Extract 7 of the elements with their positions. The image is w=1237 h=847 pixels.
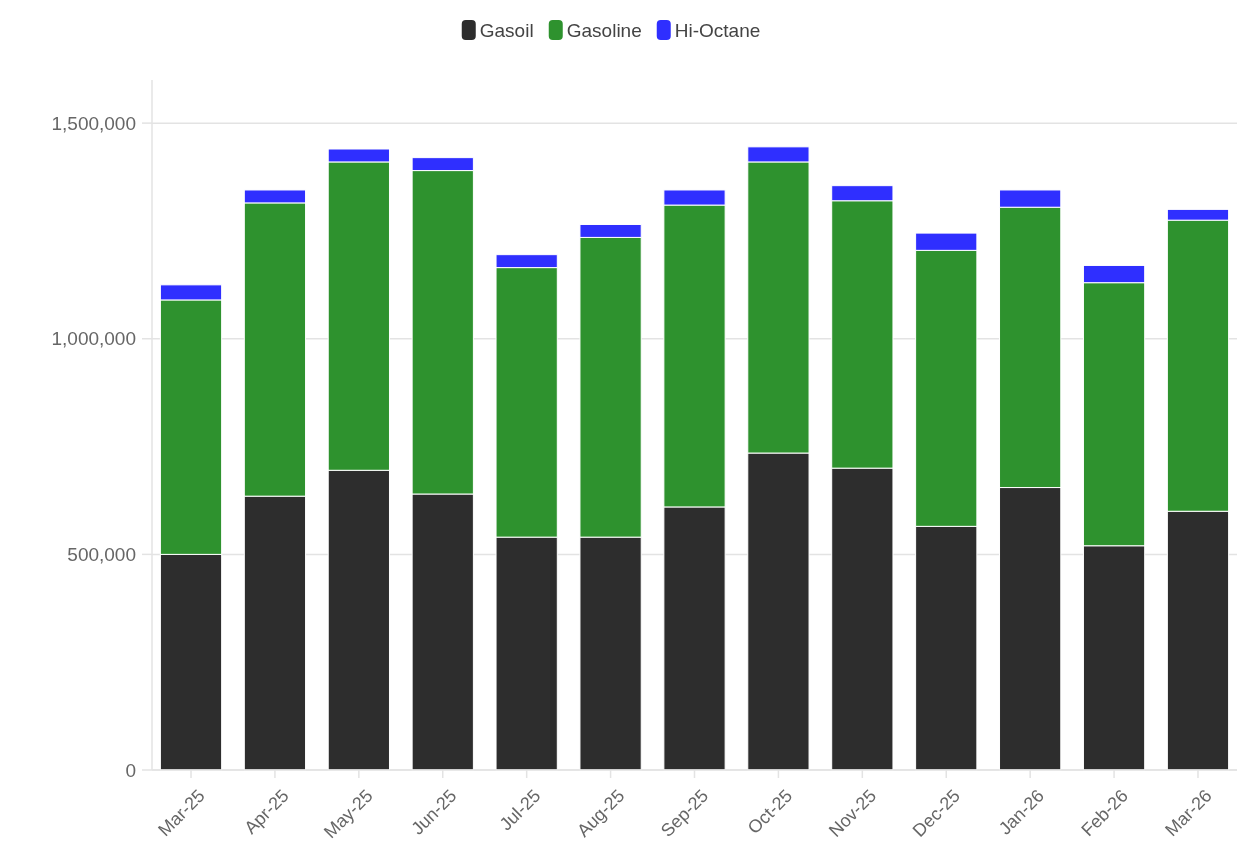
y-tick-label: 1,500,000	[51, 112, 136, 134]
y-tick-label: 500,000	[67, 544, 136, 566]
legend-label: Hi-Octane	[674, 19, 761, 41]
y-tick-label: 0	[125, 759, 136, 781]
y-tick-label: 1,000,000	[51, 328, 136, 350]
legend-label: Gasoil	[479, 19, 534, 41]
legend-label: Gasoline	[566, 19, 642, 41]
